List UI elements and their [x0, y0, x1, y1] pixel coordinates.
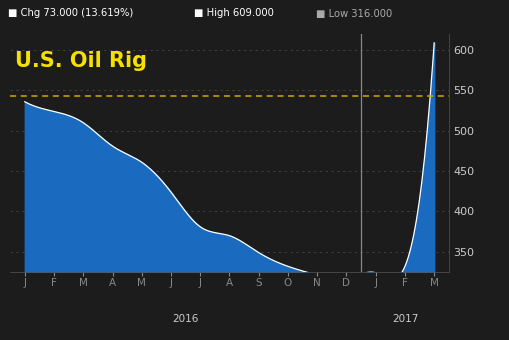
Text: ■ High 609.000: ■ High 609.000 [193, 8, 273, 18]
Text: ■ Low 316.000: ■ Low 316.000 [316, 8, 392, 18]
Text: ■ Chg 73.000 (13.619%): ■ Chg 73.000 (13.619%) [8, 8, 133, 18]
Text: 2016: 2016 [172, 314, 199, 324]
Text: U.S. Oil Rig: U.S. Oil Rig [15, 51, 146, 71]
Text: 2017: 2017 [391, 314, 417, 324]
